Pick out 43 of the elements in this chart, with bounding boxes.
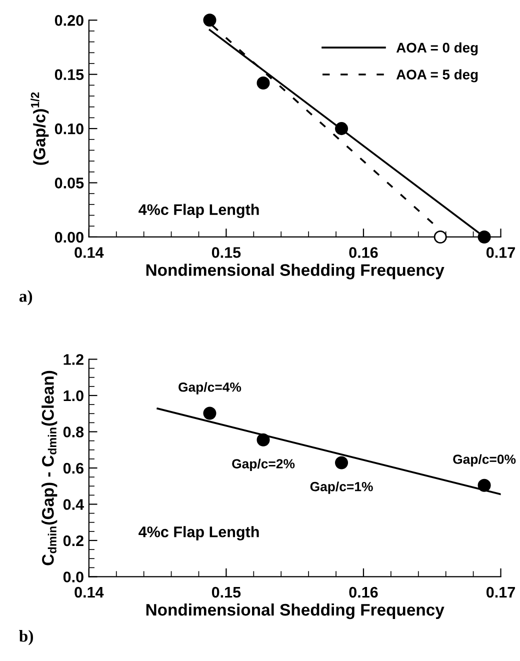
y-tick-label: 1.2: [64, 354, 84, 365]
legend-label: AOA = 5 deg: [396, 69, 478, 82]
x-tick-label: 0.15: [212, 247, 241, 258]
legend-label: AOA = 0 deg: [396, 42, 478, 56]
y-axis-title: (Gap/c)$^{1/2}$: [30, 92, 49, 165]
y-axis-title: C$_{dmin}$(Gap) - C$_{dmin}$(Clean): [42, 370, 58, 566]
text: b): [19, 630, 33, 646]
x-axis-title: Nondimensional Shedding Frequency: [146, 603, 444, 620]
x-tick-label: 0.14: [74, 247, 104, 258]
y-tick-label: 0.4: [63, 499, 84, 510]
y-tick-label: 0.8: [63, 426, 84, 438]
text: a): [19, 290, 32, 306]
point: [335, 122, 348, 136]
y-tick-label: 0.2: [63, 535, 84, 546]
annotation: Gap/c=2%: [232, 458, 295, 472]
y-tick-label: 0.15: [54, 69, 84, 80]
annotation: Gap/c=1%: [310, 482, 373, 494]
y-tick-label: 1.0: [64, 390, 84, 402]
point: [478, 478, 491, 492]
annotation: Gap/c=4%: [178, 382, 242, 394]
point: [203, 406, 216, 420]
y-tick-label: 0.20: [54, 15, 84, 26]
point: [256, 76, 270, 90]
annotation: 4%c Flap Length: [138, 526, 259, 540]
x-tick-label: 0.14: [74, 586, 104, 598]
y-tick-label: 0.0: [63, 572, 84, 582]
point: [434, 230, 447, 244]
y-tick-label: 0.00: [54, 232, 84, 243]
annotation: 4%c Flap Length: [138, 204, 259, 218]
y-tick-label: 0.6: [63, 462, 84, 474]
annotation: Gap/c=0%: [453, 454, 516, 467]
x-tick-label: 0.17: [486, 247, 515, 258]
x-tick-label: 0.17: [486, 586, 515, 598]
point: [478, 230, 491, 244]
x-tick-label: 0.16: [349, 586, 378, 598]
point: [203, 14, 216, 27]
y-tick-label: 0.10: [54, 123, 84, 134]
x-axis-title: Nondimensional Shedding Frequency: [146, 264, 444, 280]
point: [256, 433, 270, 446]
x-tick-label: 0.15: [212, 586, 241, 598]
y-tick-label: 0.05: [54, 178, 84, 188]
point: [335, 456, 348, 470]
x-tick-label: 0.16: [349, 247, 378, 258]
